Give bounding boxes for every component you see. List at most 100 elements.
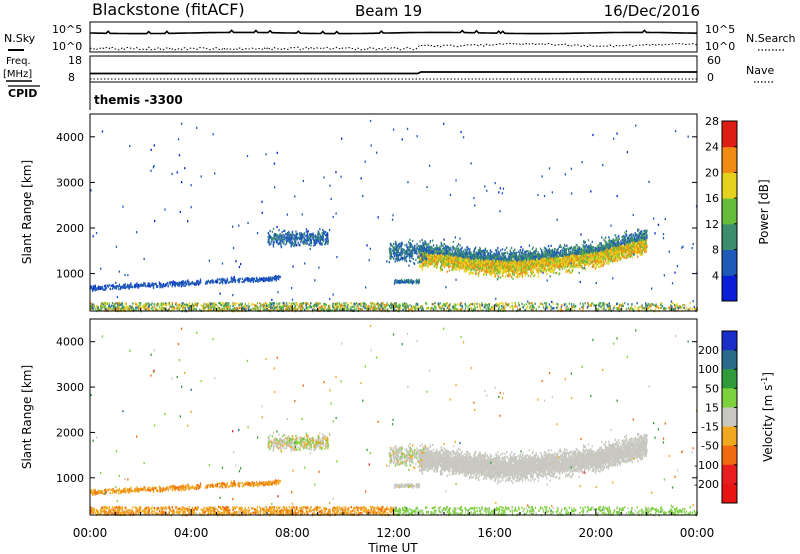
power-point xyxy=(113,303,116,306)
power-point xyxy=(586,306,589,309)
power-point xyxy=(206,304,208,307)
power-point xyxy=(156,303,158,306)
power-point xyxy=(109,306,111,310)
power-point xyxy=(607,306,610,309)
power-point xyxy=(302,307,304,310)
power-point xyxy=(541,303,543,306)
power-point xyxy=(97,308,99,311)
power-point xyxy=(232,304,234,308)
power-point xyxy=(204,308,206,311)
power-point xyxy=(154,308,157,311)
power-point xyxy=(548,303,551,306)
power-point xyxy=(105,308,108,311)
power-point xyxy=(622,304,624,307)
power-point xyxy=(660,303,662,306)
power-point xyxy=(121,302,123,305)
power-point xyxy=(247,306,249,309)
power-point xyxy=(389,306,391,309)
power-point xyxy=(695,307,697,310)
power-point xyxy=(270,308,272,311)
power-point xyxy=(203,302,205,305)
power-point xyxy=(95,305,98,308)
power-point xyxy=(264,306,266,309)
power-point xyxy=(522,306,525,309)
power-point xyxy=(523,309,525,312)
power-point xyxy=(143,306,146,309)
power-point xyxy=(485,306,487,309)
power-point xyxy=(136,306,138,309)
power-point xyxy=(354,305,356,308)
power-point xyxy=(526,307,528,310)
power-point xyxy=(115,302,118,305)
power-point xyxy=(318,302,320,305)
power-point xyxy=(329,304,331,307)
power-point xyxy=(295,308,297,311)
power-point xyxy=(418,305,420,308)
power-point xyxy=(101,306,103,309)
power-point xyxy=(126,306,128,309)
power-point xyxy=(251,303,253,306)
power-point xyxy=(145,308,147,311)
power-point xyxy=(195,308,197,311)
power-point xyxy=(579,302,581,305)
power-point xyxy=(684,304,686,307)
power-point xyxy=(213,305,215,309)
power-point xyxy=(689,302,691,305)
power-point xyxy=(335,302,337,306)
power-point xyxy=(115,305,117,308)
power-point xyxy=(414,306,416,309)
power-point xyxy=(228,307,230,310)
power-point xyxy=(118,305,121,309)
power-point xyxy=(281,304,283,307)
power-point xyxy=(263,303,265,306)
power-point xyxy=(650,309,652,312)
power-point xyxy=(372,305,374,308)
power-point xyxy=(106,302,109,305)
power-point xyxy=(484,304,486,308)
power-point xyxy=(218,307,220,310)
power-point xyxy=(676,303,678,306)
power-point xyxy=(542,306,545,309)
power-point xyxy=(523,304,525,307)
power-point xyxy=(440,308,442,311)
power-point xyxy=(284,303,286,306)
power-point xyxy=(333,302,335,305)
power-point xyxy=(112,307,114,310)
power-point xyxy=(435,307,437,310)
power-point xyxy=(513,305,515,308)
power-point xyxy=(262,308,264,311)
power-point xyxy=(582,304,585,307)
power-point xyxy=(435,305,437,308)
power-point xyxy=(638,306,640,309)
power-point xyxy=(460,302,462,305)
power-point xyxy=(444,304,446,308)
power-point xyxy=(634,305,636,308)
power-point xyxy=(189,305,191,308)
power-point xyxy=(130,308,132,311)
power-point xyxy=(267,304,269,308)
power-point xyxy=(598,302,600,305)
power-point xyxy=(236,302,238,305)
power-point xyxy=(649,305,651,308)
power-point xyxy=(115,307,118,310)
power-point xyxy=(208,302,210,305)
power-point xyxy=(515,303,517,306)
power-point xyxy=(275,306,277,309)
power-point xyxy=(164,303,166,306)
power-point xyxy=(571,305,573,308)
power-point xyxy=(90,302,92,305)
power-point xyxy=(602,302,604,306)
power-point xyxy=(355,302,357,305)
power-point xyxy=(415,304,417,307)
power-point xyxy=(511,304,513,308)
power-point xyxy=(379,305,381,308)
power-point xyxy=(603,308,605,311)
power-point xyxy=(354,303,356,306)
power-point xyxy=(159,305,161,308)
power-point xyxy=(434,309,436,312)
power-point xyxy=(529,306,531,309)
power-point xyxy=(678,305,681,308)
power-point xyxy=(321,306,324,309)
power-point xyxy=(607,305,609,308)
power-point xyxy=(380,308,382,311)
